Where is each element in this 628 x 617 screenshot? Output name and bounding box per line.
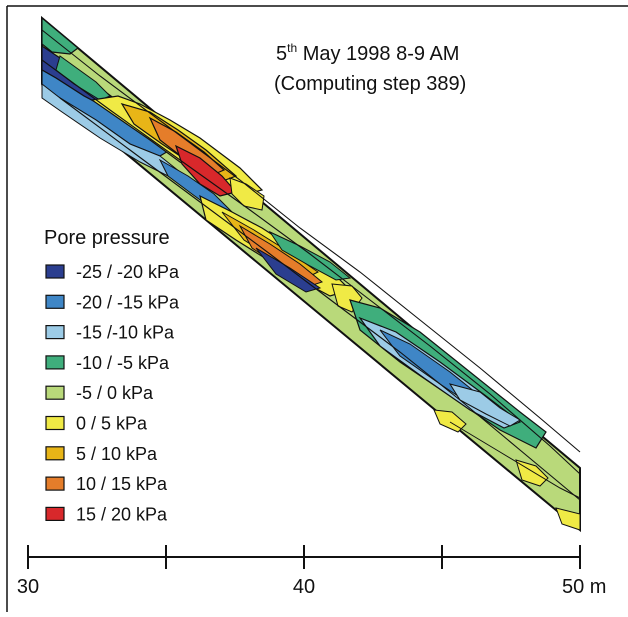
- legend-item: 15 / 20 kPa: [45, 504, 168, 524]
- x-tick-label-50: 50 m: [562, 576, 606, 598]
- legend-swatch: [45, 415, 65, 431]
- legend-label: -25 / -20 kPa: [76, 262, 180, 282]
- header-line-1: 5th May 1998 8-9 AM: [276, 41, 459, 65]
- legend-swatch: [45, 325, 65, 340]
- legend-swatch: [45, 446, 65, 461]
- legend-label: -15 /-10 kPa: [76, 323, 175, 343]
- legend-label: -20 / -15 kPa: [76, 292, 180, 312]
- legend-item: -5 / 0 kPa: [45, 383, 154, 403]
- zone-green-top: [41, 16, 79, 55]
- x-tick-label-30: 30: [17, 576, 39, 598]
- legend-items: -25 / -20 kPa -20 / -15 kPa -15 /-10 kPa -1…: [45, 262, 180, 524]
- legend-title: Pore pressure: [44, 227, 170, 249]
- legend-swatch: [45, 506, 65, 521]
- zone-yellow-tip: [555, 507, 581, 531]
- header-line-2: (Computing step 389): [274, 73, 466, 95]
- zone-lightblue-far: [448, 383, 521, 427]
- legend-item: -10 / -5 kPa: [45, 353, 170, 373]
- x-tick-label-40: 40: [293, 576, 315, 598]
- diagram-header: 5th May 1998 8-9 AM (Computing step 389): [274, 41, 466, 95]
- x-axis: 30 40 50 m: [17, 545, 606, 598]
- legend-label: -10 / -5 kPa: [76, 353, 170, 373]
- legend-label: 10 / 15 kPa: [76, 474, 168, 494]
- zone-yellow-bump: [229, 177, 265, 211]
- legend-item: -20 / -15 kPa: [45, 292, 180, 312]
- contour-line-4: [449, 421, 581, 499]
- contour-line-1: [41, 29, 581, 453]
- legend-swatch: [45, 294, 65, 309]
- legend-swatch: [45, 264, 65, 279]
- legend-label: 5 / 10 kPa: [76, 444, 158, 464]
- slope-model: [41, 15, 581, 533]
- legend: Pore pressure -25 / -20 kPa -20 / -15 kPa…: [44, 227, 180, 524]
- legend-item: 5 / 10 kPa: [45, 444, 158, 464]
- legend-item: -15 /-10 kPa: [45, 323, 175, 343]
- legend-item: -25 / -20 kPa: [45, 262, 180, 282]
- legend-label: 0 / 5 kPa: [76, 414, 148, 434]
- legend-item: 10 / 15 kPa: [45, 474, 168, 494]
- legend-swatch: [45, 355, 65, 370]
- contour-line-3: [59, 97, 581, 501]
- contour-line-2: [41, 59, 581, 475]
- legend-swatch: [45, 385, 65, 400]
- legend-label: -5 / 0 kPa: [76, 383, 154, 403]
- zone-orange-mid: [238, 224, 324, 287]
- legend-swatch: [45, 476, 65, 491]
- legend-item: 0 / 5 kPa: [45, 414, 148, 434]
- legend-label: 15 / 20 kPa: [76, 504, 168, 524]
